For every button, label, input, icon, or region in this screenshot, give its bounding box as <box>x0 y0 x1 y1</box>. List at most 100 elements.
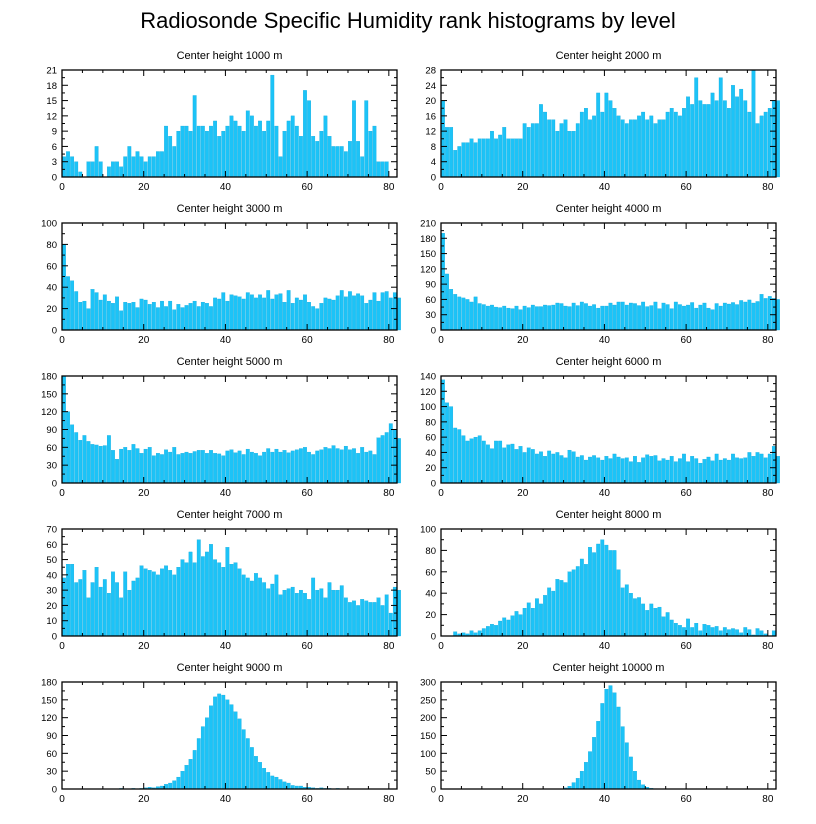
histogram-bar <box>596 543 601 637</box>
histogram-bar <box>731 453 735 484</box>
histogram-bar <box>262 451 267 484</box>
histogram-bar <box>139 298 144 331</box>
histogram-bar <box>94 444 99 484</box>
histogram-bar <box>323 297 328 331</box>
histogram-bar <box>339 146 344 178</box>
histogram-bar <box>535 453 539 484</box>
histogram-bar <box>551 590 556 637</box>
plot-frame <box>61 681 398 790</box>
y-tick-label: 150 <box>420 249 436 260</box>
histogram-bar <box>225 125 230 178</box>
x-tick-label: 40 <box>599 641 611 652</box>
histogram-bar <box>241 130 246 178</box>
histogram-bar <box>266 120 271 178</box>
histogram-bar <box>327 298 332 331</box>
histogram-bar <box>172 447 177 484</box>
histogram-bar <box>172 780 177 790</box>
y-tick-label: 200 <box>420 713 436 724</box>
histogram-bar <box>539 104 543 178</box>
histogram-bar <box>776 100 780 178</box>
histogram-bar <box>245 448 250 484</box>
x-tick-label: 40 <box>599 335 611 346</box>
x-tick-label: 0 <box>59 182 65 193</box>
histogram-bar <box>469 301 474 331</box>
histogram-bar <box>588 751 592 790</box>
histogram-bar <box>551 453 556 484</box>
histogram-bar <box>722 302 727 331</box>
histogram-bar <box>380 435 385 484</box>
histogram-bar <box>286 120 291 178</box>
x-tick-label: 60 <box>302 488 314 499</box>
histogram-bar <box>262 130 267 178</box>
histogram-bar <box>360 599 365 637</box>
panel-4: Center height 4000 m 0 20 40 60 80 0 30 60 90 120 1… <box>420 203 780 346</box>
histogram-bar <box>686 618 690 637</box>
histogram-bar <box>669 456 674 484</box>
histogram-bar <box>453 294 458 331</box>
histogram-bar <box>694 77 699 178</box>
histogram-bar <box>567 306 572 331</box>
histogram-bar <box>229 704 234 790</box>
histogram-bar <box>592 552 596 637</box>
histogram-bar <box>600 459 605 484</box>
histogram-bar <box>506 307 511 331</box>
histogram-bar <box>119 448 124 484</box>
y-tick-label: 60 <box>46 443 57 454</box>
histogram-bar <box>633 598 637 637</box>
histogram-bar <box>180 771 185 790</box>
histogram-bar <box>686 461 690 484</box>
histogram-bar <box>620 587 625 637</box>
histogram-bar <box>331 299 336 331</box>
histogram-bar <box>633 771 637 790</box>
histogram-bar <box>710 92 715 178</box>
histogram-bar <box>743 457 748 484</box>
x-tick-label: 40 <box>220 182 232 193</box>
histogram-bar <box>633 303 637 331</box>
histogram-bar <box>188 453 193 484</box>
histogram-bar <box>98 299 103 331</box>
y-tick-label: 21 <box>46 66 57 77</box>
y-tick-label: 0 <box>52 785 57 796</box>
y-tick-label: 30 <box>46 767 57 778</box>
histogram-bar <box>172 309 177 331</box>
histogram-bar <box>168 300 173 331</box>
histogram-bar <box>771 446 776 484</box>
histogram-bar <box>286 290 291 331</box>
histogram-bar <box>612 453 617 484</box>
histogram-bar <box>343 445 348 484</box>
histogram-bar <box>653 123 658 178</box>
histogram-bar <box>327 582 332 637</box>
histogram-bar <box>657 460 662 484</box>
histogram-bar <box>575 456 580 484</box>
histogram-bar <box>380 605 385 637</box>
y-tick-label: 150 <box>41 389 57 400</box>
histogram-bar <box>180 125 185 178</box>
panel-2: Center height 2000 m 0 20 40 60 80 0 4 8 12 16 20 24… <box>425 50 780 193</box>
histogram-bar <box>294 297 299 331</box>
histogram-bar <box>278 156 283 178</box>
histogram-bar <box>763 298 768 331</box>
y-tick-label: 60 <box>46 540 57 551</box>
x-tick-label: 60 <box>681 794 693 805</box>
y-tick-label: 90 <box>425 280 436 291</box>
histogram-bar <box>506 444 511 484</box>
histogram-bar <box>188 759 193 790</box>
histogram-bar <box>767 453 772 484</box>
histogram-bar <box>592 737 596 790</box>
histogram-bar <box>164 565 168 637</box>
histogram-bar <box>522 123 527 178</box>
panel-title: Center height 2000 m <box>556 50 662 62</box>
histogram-bar <box>205 551 209 637</box>
histogram-bar <box>160 300 164 331</box>
x-tick-label: 80 <box>762 794 774 805</box>
y-tick-label: 60 <box>46 261 57 272</box>
histogram-bar <box>604 544 609 637</box>
histogram-bar <box>106 300 111 331</box>
histogram-bar <box>127 146 132 178</box>
histogram-bar <box>298 299 303 331</box>
histogram-bar <box>323 447 328 484</box>
histogram-bar <box>237 125 242 178</box>
histogram-bar <box>727 629 731 637</box>
x-tick-label: 80 <box>383 794 395 805</box>
histogram-bar <box>78 579 83 637</box>
